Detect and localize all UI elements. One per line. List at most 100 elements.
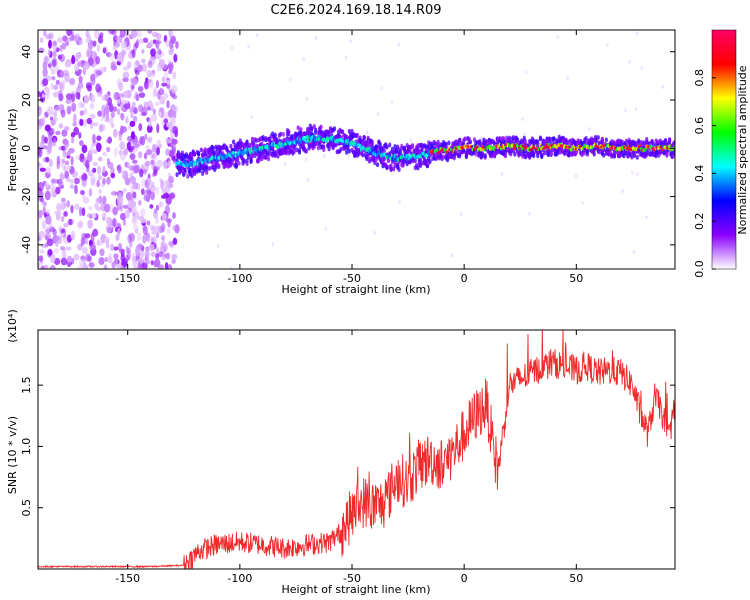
snr-x-axis: -150 -100 -50 0 50 bbox=[115, 330, 583, 585]
spectrogram-cell bbox=[158, 201, 164, 208]
spectrogram-cell bbox=[319, 124, 323, 130]
spectrogram-cell bbox=[140, 58, 146, 64]
spectrogram-cell bbox=[96, 135, 102, 142]
spectrogram-cell bbox=[109, 117, 114, 126]
spectrogram-cell bbox=[48, 226, 56, 232]
colorbar-tick-label: 0.8 bbox=[693, 69, 706, 87]
spectrogram-cell bbox=[132, 206, 138, 213]
spectrogram-cell bbox=[624, 108, 627, 113]
spectrogram-cell bbox=[511, 138, 516, 143]
spectrogram-cell bbox=[370, 144, 374, 150]
spectrogram-cell bbox=[102, 177, 106, 185]
spectrogram-cell bbox=[155, 253, 160, 260]
spectrogram-cell bbox=[62, 35, 68, 42]
spectrogram-cell bbox=[83, 61, 87, 72]
spectrogram-cell bbox=[137, 85, 144, 92]
spectrogram-cell bbox=[612, 153, 617, 159]
spectrogram-cell bbox=[349, 39, 352, 44]
spectrogram-cell bbox=[576, 138, 580, 144]
spectrogram-cell bbox=[61, 249, 67, 259]
spectrogram-cell bbox=[85, 159, 90, 169]
spectrogram-cell bbox=[146, 220, 151, 226]
spectrogram-cell bbox=[636, 171, 639, 176]
spectrogram-cell bbox=[115, 234, 120, 242]
spectrogram-cell bbox=[361, 140, 365, 145]
spectrogram-cell bbox=[72, 113, 77, 124]
spectrogram-cell bbox=[160, 179, 164, 190]
spectrogram-cell bbox=[302, 57, 306, 62]
spectrogram-cell bbox=[307, 127, 311, 133]
spectrogram-x-label: Height of straight line (km) bbox=[281, 283, 430, 296]
spectrogram-cell bbox=[203, 151, 207, 157]
snr-panel: -150 -100 -50 0 50 0.5 1.0 1.5 Height of strai… bbox=[6, 309, 676, 596]
spectrogram-cell bbox=[70, 230, 76, 240]
spectrogram-cell bbox=[64, 170, 70, 180]
spectrogram-cell bbox=[158, 143, 163, 149]
x-tick-label: 50 bbox=[569, 272, 583, 285]
spectrogram-cell bbox=[474, 151, 478, 157]
spectrogram-cell bbox=[556, 35, 559, 40]
spectrogram-cell bbox=[155, 32, 162, 41]
x-tick-label: 0 bbox=[461, 572, 468, 585]
spectrogram-cell bbox=[64, 61, 71, 68]
spectrogram-cell bbox=[83, 94, 90, 104]
spectrogram-cell bbox=[61, 42, 67, 50]
spectrogram-y-label: Frequency (Hz) bbox=[6, 109, 19, 192]
spectrogram-cell bbox=[116, 52, 123, 63]
spectrogram-cell bbox=[139, 136, 144, 144]
spectrogram-cell bbox=[155, 101, 160, 106]
spectrogram-cell bbox=[121, 41, 127, 49]
spectrogram-cell bbox=[153, 208, 158, 214]
spectrogram-cell bbox=[651, 142, 656, 147]
spectrogram-cell bbox=[153, 258, 161, 268]
spectrogram-cell bbox=[112, 246, 119, 251]
spectrogram-cell bbox=[524, 154, 528, 160]
spectrogram-cell bbox=[635, 154, 639, 160]
spectrogram-cell bbox=[106, 226, 113, 234]
spectrogram-cell bbox=[165, 148, 170, 156]
spectrogram-cell bbox=[43, 56, 49, 65]
spectrogram-cell bbox=[503, 153, 508, 159]
spectrogram-cell bbox=[120, 112, 125, 121]
spectrogram-cell bbox=[64, 160, 70, 166]
spectrogram-cell bbox=[385, 165, 389, 171]
spectrogram-cell bbox=[155, 39, 160, 49]
spectrogram-cell bbox=[640, 65, 643, 70]
spectrogram-cell bbox=[49, 265, 56, 269]
spectrogram-cell bbox=[252, 141, 256, 147]
spectrogram-cell bbox=[645, 137, 649, 142]
spectrogram-cell bbox=[123, 149, 129, 156]
spectrogram-cell bbox=[73, 37, 79, 42]
spectrogram-cell bbox=[444, 141, 448, 147]
spectrogram-cell bbox=[538, 136, 543, 142]
spectrogram-cell bbox=[463, 136, 467, 142]
spectrogram-cell bbox=[116, 60, 121, 66]
spectrogram-cell bbox=[134, 60, 140, 66]
spectrogram-cell bbox=[596, 135, 600, 140]
spectrogram-cell bbox=[124, 209, 130, 219]
spectrogram-cell bbox=[86, 117, 92, 125]
spectrogram-cell bbox=[113, 253, 119, 260]
spectrogram-cell bbox=[610, 153, 614, 159]
spectrogram-cell bbox=[85, 253, 91, 262]
spectrogram-cell bbox=[103, 264, 108, 269]
spectrogram-cell bbox=[140, 218, 147, 224]
spectrogram-cell bbox=[38, 262, 41, 268]
spectrogram-cells bbox=[38, 30, 675, 269]
spectrogram-cell bbox=[292, 149, 296, 155]
spectrogram-cell bbox=[138, 123, 143, 131]
spectrogram-cell bbox=[480, 136, 483, 141]
spectrogram-cell bbox=[373, 230, 376, 235]
spectrogram-cell bbox=[59, 44, 63, 53]
spectrogram-cell bbox=[133, 78, 138, 86]
spectrogram-cell bbox=[58, 103, 65, 111]
spectrogram-cell bbox=[174, 224, 180, 234]
spectrogram-cell bbox=[165, 38, 170, 48]
spectrogram-cell bbox=[71, 170, 79, 178]
spectrogram-cell bbox=[82, 196, 90, 204]
spectrogram-cell bbox=[77, 61, 82, 67]
spectrogram-cell bbox=[38, 255, 44, 262]
spectrogram-cell bbox=[49, 116, 54, 121]
spectrogram-cell bbox=[188, 167, 193, 173]
spectrogram-cell bbox=[61, 197, 66, 203]
